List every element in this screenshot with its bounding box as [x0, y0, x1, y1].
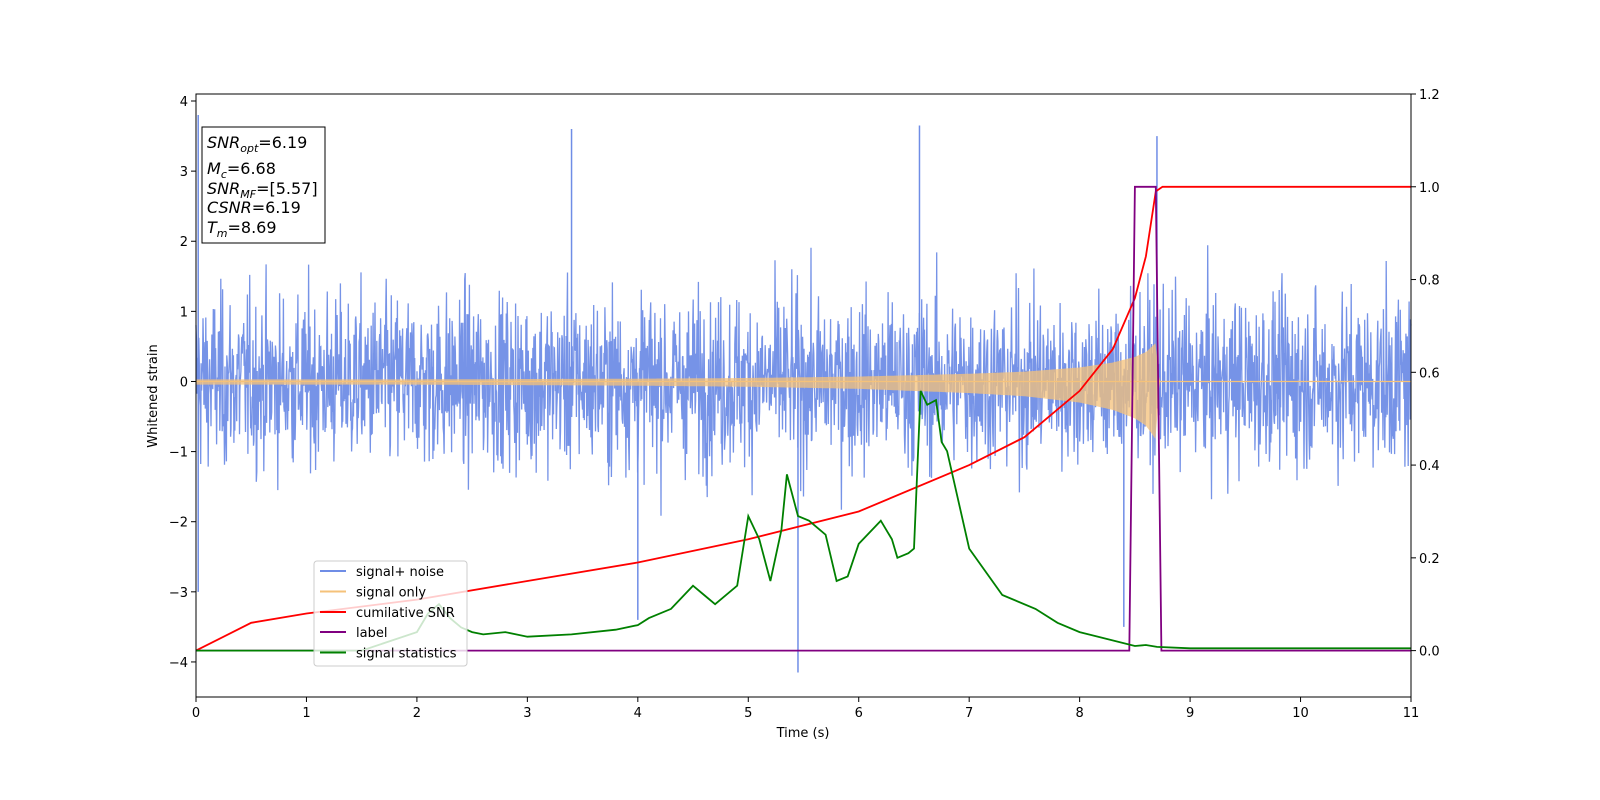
x-tick-label: 2 — [413, 706, 421, 721]
y-tick-label: −3 — [169, 586, 188, 601]
x-tick-label: 10 — [1292, 706, 1309, 721]
x-tick-label: 8 — [1075, 706, 1083, 721]
plot-frame — [195, 93, 1412, 698]
annotation-box: SNRopt=6.19 Mc=6.68 SNRMF=[5.57] CSNR=6.… — [201, 126, 326, 244]
legend-label-signal-only: signal only — [356, 586, 426, 601]
legend-label-label: label — [356, 626, 387, 641]
x-tick-label: 11 — [1403, 706, 1420, 721]
x-tick-label: 6 — [855, 706, 863, 721]
series-signal-statistics — [196, 390, 1411, 652]
legend-label-signal-noise: signal+ noise — [356, 565, 444, 580]
x-tick-label: 9 — [1186, 706, 1194, 721]
y2-tick-label: 1.2 — [1419, 88, 1440, 103]
y-tick-label: 2 — [180, 235, 188, 250]
annotation-snr-opt: SNRopt=6.19 — [207, 133, 307, 155]
axes: 0 1 2 3 4 5 6 7 8 9 10 11 −4 −3 −2 −1 0 1 2 3 4 0.0 0.2 0.4 0.6 0… — [169, 88, 1440, 721]
y2-tick-label: 0.0 — [1419, 645, 1440, 660]
annotation-snr-mf: SNRMF=[5.57] — [207, 179, 318, 201]
legend-label-signal-statistics: signal statistics — [356, 647, 457, 662]
y-tick-label: −2 — [169, 516, 188, 531]
y-tick-label: −4 — [169, 656, 188, 671]
y-tick-label: 4 — [180, 95, 188, 110]
y-axis-label: Whitened strain — [146, 344, 161, 447]
y2-tick-label: 0.8 — [1419, 274, 1440, 289]
legend-label-cumulative-snr: cumilative SNR — [356, 606, 455, 621]
y-tick-label: 3 — [180, 165, 188, 180]
annotation-mc: Mc=6.68 — [207, 159, 276, 181]
y-tick-label: 0 — [180, 375, 188, 390]
x-tick-label: 1 — [302, 706, 310, 721]
y-tick-label: −1 — [169, 446, 188, 461]
y2-tick-label: 0.4 — [1419, 459, 1440, 474]
legend: signal+ noise signal only cumilative SNR… — [313, 560, 468, 667]
series-label — [196, 185, 1411, 652]
y2-tick-label: 0.2 — [1419, 552, 1440, 567]
y2-tick-label: 1.0 — [1419, 181, 1440, 196]
annotation-frame — [201, 126, 326, 244]
x-tick-label: 5 — [744, 706, 752, 721]
annotation-tm: Tm=8.69 — [207, 218, 277, 240]
x-tick-label: 4 — [634, 706, 642, 721]
x-tick-label: 7 — [965, 706, 973, 721]
y-tick-label: 1 — [180, 305, 188, 320]
x-axis-label: Time (s) — [776, 726, 830, 741]
series-signal-noise — [195, 245, 1412, 516]
x-tick-label: 3 — [523, 706, 531, 721]
annotation-csnr: CSNR=6.19 — [207, 198, 301, 217]
x-tick-label: 0 — [192, 706, 200, 721]
plot-area — [195, 115, 1412, 673]
legend-frame — [313, 560, 468, 667]
y2-tick-label: 0.6 — [1419, 366, 1440, 381]
series-signal-only-envelope — [196, 343, 1161, 439]
